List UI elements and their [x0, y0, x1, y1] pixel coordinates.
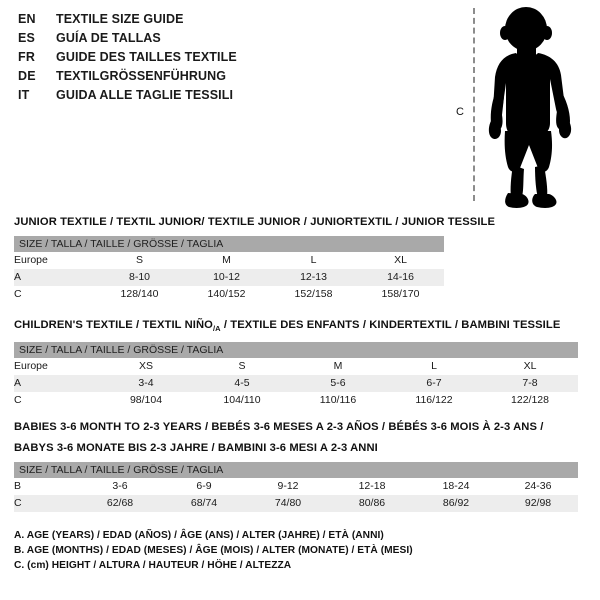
table-header-band-babies: SIZE / TALLA / TAILLE / GRÖSSE / TAGLIA — [14, 462, 579, 478]
row-label-a: A — [14, 375, 98, 393]
table-row: Europe XS S M L XL — [14, 358, 578, 376]
table-junior-sizes: SIZE / TALLA / TAILLE / GRÖSSE / TAGLIA … — [14, 236, 445, 303]
row-label-b: B — [14, 478, 78, 495]
cell-height: 92/98 — [498, 495, 579, 512]
row-label-europe: Europe — [14, 252, 96, 269]
cell-size: S — [96, 252, 183, 269]
row-label-a: A — [14, 269, 96, 286]
band-label-children: SIZE / TALLA / TAILLE / GRÖSSE / TAGLIA — [14, 342, 578, 359]
row-label-c: C — [14, 495, 78, 512]
toddler-silhouette-icon — [488, 7, 572, 208]
language-title-fr: GUIDE DES TAILLES TEXTILE — [56, 50, 237, 64]
language-code-es: ES — [18, 31, 36, 45]
cell-height: 104/110 — [194, 392, 290, 410]
cell-height: 68/74 — [162, 495, 246, 512]
cell-height: 62/68 — [78, 495, 162, 512]
language-row-en: EN TEXTILE SIZE GUIDE — [18, 12, 418, 31]
cell-size: S — [194, 358, 290, 376]
height-measure-line-icon — [473, 8, 475, 201]
cell-size: M — [183, 252, 270, 269]
cell-age-months: 9-12 — [246, 478, 330, 495]
cell-age: 14-16 — [357, 269, 445, 286]
language-row-de: DE TEXTILGRÖSSENFÜHRUNG — [18, 69, 418, 88]
section-title-children-sub: /A — [212, 324, 221, 334]
table-children-sizes: SIZE / TALLA / TAILLE / GRÖSSE / TAGLIA … — [14, 342, 578, 410]
cell-age: 8-10 — [96, 269, 183, 286]
section-title-children-post: / TEXTILE DES ENFANTS / KINDERTEXTIL / B… — [220, 319, 561, 331]
cell-height: 86/92 — [414, 495, 498, 512]
cell-size: XL — [482, 358, 578, 376]
section-title-babies-line1: BABIES 3-6 MONTH TO 2-3 YEARS / BEBÉS 3-… — [14, 421, 544, 433]
language-row-fr: FR GUIDE DES TAILLES TEXTILE — [18, 50, 418, 69]
table-row: C 62/68 68/74 74/80 80/86 86/92 92/98 — [14, 495, 579, 512]
cell-age-months: 3-6 — [78, 478, 162, 495]
cell-height: 74/80 — [246, 495, 330, 512]
cell-height: 98/104 — [98, 392, 194, 410]
band-label-babies: SIZE / TALLA / TAILLE / GRÖSSE / TAGLIA — [14, 462, 579, 478]
cell-size: XL — [357, 252, 445, 269]
legend-block: A. AGE (YEARS) / EDAD (AÑOS) / ÂGE (ANS)… — [14, 528, 413, 573]
table-header-band-junior: SIZE / TALLA / TAILLE / GRÖSSE / TAGLIA — [14, 236, 445, 252]
language-row-es: ES GUÍA DE TALLAS — [18, 31, 418, 50]
cell-size: L — [386, 358, 482, 376]
section-title-babies-line2: BABYS 3-6 MONATE BIS 2-3 JAHRE / BAMBINI… — [14, 442, 378, 454]
cell-height: 110/116 — [290, 392, 386, 410]
cell-age-months: 24-36 — [498, 478, 579, 495]
cell-size: XS — [98, 358, 194, 376]
language-title-block: EN TEXTILE SIZE GUIDE ES GUÍA DE TALLAS … — [18, 12, 418, 107]
cell-size: L — [270, 252, 357, 269]
cell-age: 3-4 — [98, 375, 194, 393]
height-measure-label: C — [456, 106, 464, 118]
language-code-fr: FR — [18, 50, 36, 64]
legend-line-a: A. AGE (YEARS) / EDAD (AÑOS) / ÂGE (ANS)… — [14, 530, 384, 541]
row-label-c: C — [14, 392, 98, 410]
language-code-it: IT — [18, 88, 30, 102]
cell-age: 12-13 — [270, 269, 357, 286]
cell-age-months: 6-9 — [162, 478, 246, 495]
row-label-c: C — [14, 286, 96, 303]
cell-age: 5-6 — [290, 375, 386, 393]
legend-line-c: C. (cm) HEIGHT / ALTURA / HAUTEUR / HÖHE… — [14, 560, 292, 571]
cell-age: 6-7 — [386, 375, 482, 393]
table-row: C 98/104 104/110 110/116 116/122 122/128 — [14, 392, 578, 410]
language-title-de: TEXTILGRÖSSENFÜHRUNG — [56, 69, 227, 83]
language-code-en: EN — [18, 12, 36, 26]
row-label-europe: Europe — [14, 358, 98, 376]
table-header-band-children: SIZE / TALLA / TAILLE / GRÖSSE / TAGLIA — [14, 342, 578, 359]
cell-height: 128/140 — [96, 286, 183, 303]
section-title-children: CHILDREN'S TEXTILE / TEXTIL NIÑO/A / TEX… — [14, 318, 578, 336]
child-figure-area: C — [440, 0, 600, 210]
language-title-en: TEXTILE SIZE GUIDE — [56, 12, 184, 26]
language-title-es: GUÍA DE TALLAS — [56, 31, 161, 45]
section-childrens-textile: CHILDREN'S TEXTILE / TEXTIL NIÑO/A / TEX… — [14, 318, 578, 410]
cell-height: 122/128 — [482, 392, 578, 410]
cell-age: 4-5 — [194, 375, 290, 393]
cell-age-months: 18-24 — [414, 478, 498, 495]
cell-age-months: 12-18 — [330, 478, 414, 495]
section-babies-textile: BABIES 3-6 MONTH TO 2-3 YEARS / BEBÉS 3-… — [14, 420, 579, 512]
section-title-junior: JUNIOR TEXTILE / TEXTIL JUNIOR/ TEXTILE … — [14, 216, 496, 228]
table-row: Europe S M L XL — [14, 252, 445, 269]
section-junior-textile: JUNIOR TEXTILE / TEXTIL JUNIOR/ TEXTILE … — [14, 215, 496, 303]
legend-line-b: B. AGE (MONTHS) / EDAD (MESES) / ÂGE (MO… — [14, 545, 413, 556]
cell-age: 10-12 — [183, 269, 270, 286]
table-row: A 3-4 4-5 5-6 6-7 7-8 — [14, 375, 578, 393]
cell-height: 140/152 — [183, 286, 270, 303]
language-code-de: DE — [18, 69, 36, 83]
cell-size: M — [290, 358, 386, 376]
table-row: C 128/140 140/152 152/158 158/170 — [14, 286, 445, 303]
cell-height: 80/86 — [330, 495, 414, 512]
language-title-it: GUIDA ALLE TAGLIE TESSILI — [56, 88, 234, 102]
table-babies-sizes: SIZE / TALLA / TAILLE / GRÖSSE / TAGLIA … — [14, 462, 579, 512]
table-row: A 8-10 10-12 12-13 14-16 — [14, 269, 445, 286]
table-row: B 3-6 6-9 9-12 12-18 18-24 24-36 — [14, 478, 579, 495]
band-label-junior: SIZE / TALLA / TAILLE / GRÖSSE / TAGLIA — [14, 236, 445, 252]
cell-height: 152/158 — [270, 286, 357, 303]
section-title-children-pre: CHILDREN'S TEXTILE / TEXTIL NIÑO — [14, 319, 213, 331]
cell-height: 116/122 — [386, 392, 482, 410]
cell-height: 158/170 — [357, 286, 445, 303]
cell-age: 7-8 — [482, 375, 578, 393]
language-row-it: IT GUIDA ALLE TAGLIE TESSILI — [18, 88, 418, 107]
